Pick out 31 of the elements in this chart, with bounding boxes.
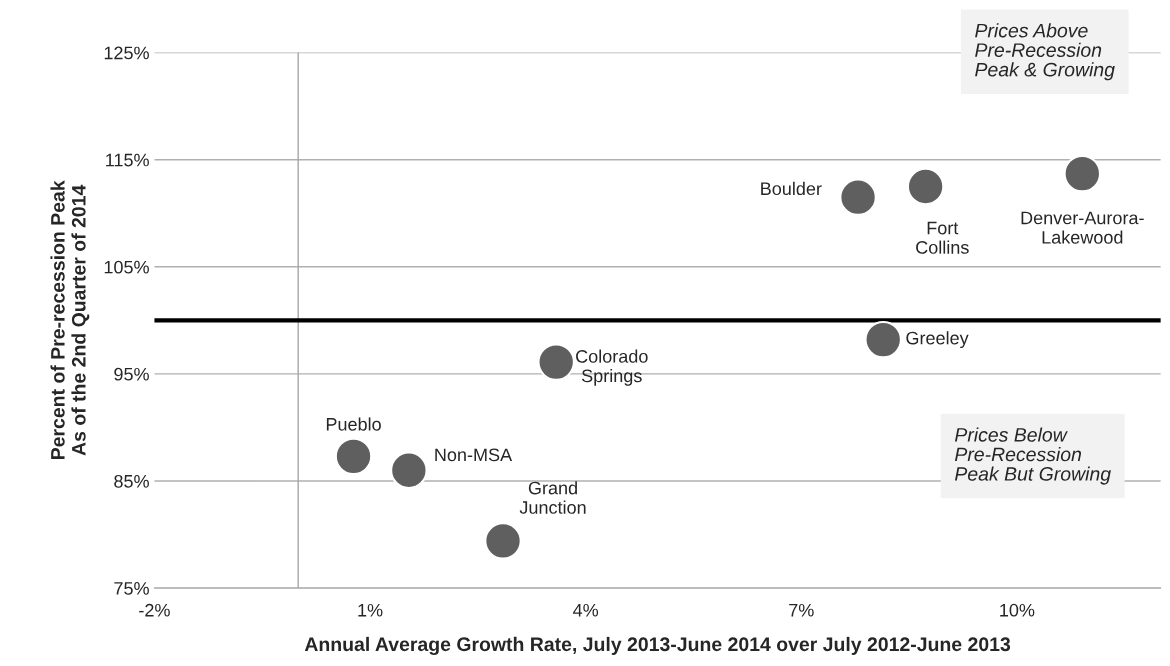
point <box>537 343 575 381</box>
y-tick-label: 85% <box>114 474 149 488</box>
point <box>906 167 945 206</box>
x-axis-title: Annual Average Growth Rate, July 2013-June 2014 over July 2012-June 2013 <box>304 636 1011 656</box>
annotation: Pueblo <box>326 417 381 431</box>
y-tick-label: 75% <box>114 582 149 595</box>
point <box>1063 154 1102 193</box>
x-tick-label: 10% <box>1000 603 1035 617</box>
annotation: Colorado Springs <box>576 349 648 386</box>
annotation: Grand Junction <box>519 481 586 514</box>
annotation: Fort Collins <box>916 221 969 254</box>
point <box>839 178 877 216</box>
x-tick-label: 1% <box>358 603 383 617</box>
point <box>484 522 522 560</box>
point <box>390 451 428 490</box>
point <box>334 437 373 476</box>
annotation: Denver-Aurora- Lakewood <box>1021 211 1144 244</box>
annotation: Prices Below Pre-Recession Peak But Growing <box>954 427 1111 485</box>
annotation: Non-MSA <box>435 448 513 462</box>
y-tick-label: 115% <box>106 153 149 167</box>
x-tick-label: 4% <box>573 603 599 617</box>
y-axis-title: Percent of Pre-recession Peak As of the 2nd Quarter of 2014 <box>50 180 90 459</box>
x-tick-label: 7% <box>789 603 814 617</box>
point <box>864 320 902 359</box>
annotation: Boulder <box>761 181 822 196</box>
annotation: Prices Above Pre-Recession Peak & Growing <box>975 23 1115 81</box>
y-tick-label: 105% <box>104 260 149 274</box>
annotation: Greeley <box>906 331 969 349</box>
y-tick-label: 125% <box>104 46 149 60</box>
y-tick-label: 95% <box>114 367 149 381</box>
x-tick-label: -2% <box>139 603 170 617</box>
